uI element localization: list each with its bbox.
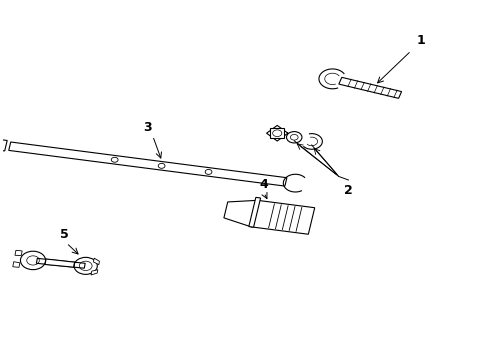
- Polygon shape: [93, 258, 99, 265]
- Polygon shape: [15, 250, 22, 256]
- Polygon shape: [45, 259, 75, 267]
- Polygon shape: [251, 200, 314, 234]
- Text: 3: 3: [143, 121, 152, 134]
- Polygon shape: [0, 143, 2, 147]
- Text: 4: 4: [259, 178, 268, 191]
- Polygon shape: [248, 197, 260, 227]
- Polygon shape: [9, 142, 286, 186]
- Text: 5: 5: [60, 228, 68, 242]
- Polygon shape: [91, 270, 98, 275]
- Polygon shape: [224, 200, 257, 227]
- Text: 2: 2: [344, 184, 352, 197]
- Polygon shape: [0, 139, 7, 151]
- Polygon shape: [269, 128, 284, 139]
- Text: 1: 1: [415, 34, 424, 47]
- Polygon shape: [338, 77, 401, 98]
- Polygon shape: [36, 258, 85, 268]
- Polygon shape: [13, 262, 20, 267]
